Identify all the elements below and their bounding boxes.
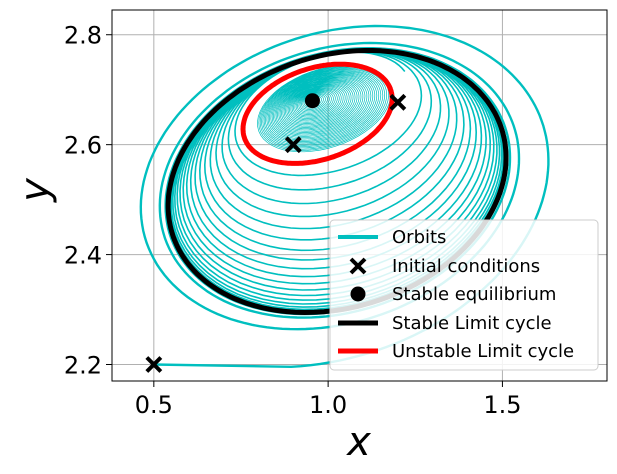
ticks-layer: 0.5 1.0 1.5 2.2 2.4 2.6 2.8	[64, 22, 522, 419]
y-axis-label: y	[12, 177, 58, 203]
y-tick-label: 2.6	[64, 132, 102, 160]
y-tick-label: 2.8	[64, 22, 102, 50]
plot-frame	[111, 9, 608, 382]
orbit-inner	[257, 65, 391, 153]
legend-initial-conditions-label: Initial conditions	[392, 256, 540, 277]
legend-stable-equilibrium-swatch	[350, 286, 366, 302]
legend-unstable-cycle-label: Unstable Limit cycle	[392, 341, 574, 362]
initial-condition-marker-1	[284, 136, 302, 154]
legend-orbits-label: Orbits	[392, 227, 446, 248]
legend-stable-equilibrium-label: Stable equilibrium	[392, 284, 556, 305]
initial-condition-marker-0	[145, 356, 163, 373]
stable-equilibrium-marker	[304, 93, 320, 109]
legend-initial-conditions-swatch	[349, 257, 367, 275]
x-axis-label: x	[345, 419, 371, 465]
initial-condition-marker-2	[389, 93, 407, 111]
legend: Orbits Initial conditions Stable equilib…	[329, 219, 599, 371]
legend-box	[329, 219, 599, 371]
x-tick-label: 1.0	[309, 391, 347, 419]
unstable-limit-cycle	[240, 61, 395, 166]
x-tick-label: 0.5	[135, 391, 173, 419]
y-tick-label: 2.4	[64, 242, 102, 270]
x-tick-label: 1.5	[483, 391, 521, 419]
legend-stable-cycle-label: Stable Limit cycle	[392, 313, 552, 334]
y-tick-label: 2.2	[64, 352, 102, 380]
markers-layer	[145, 93, 407, 373]
